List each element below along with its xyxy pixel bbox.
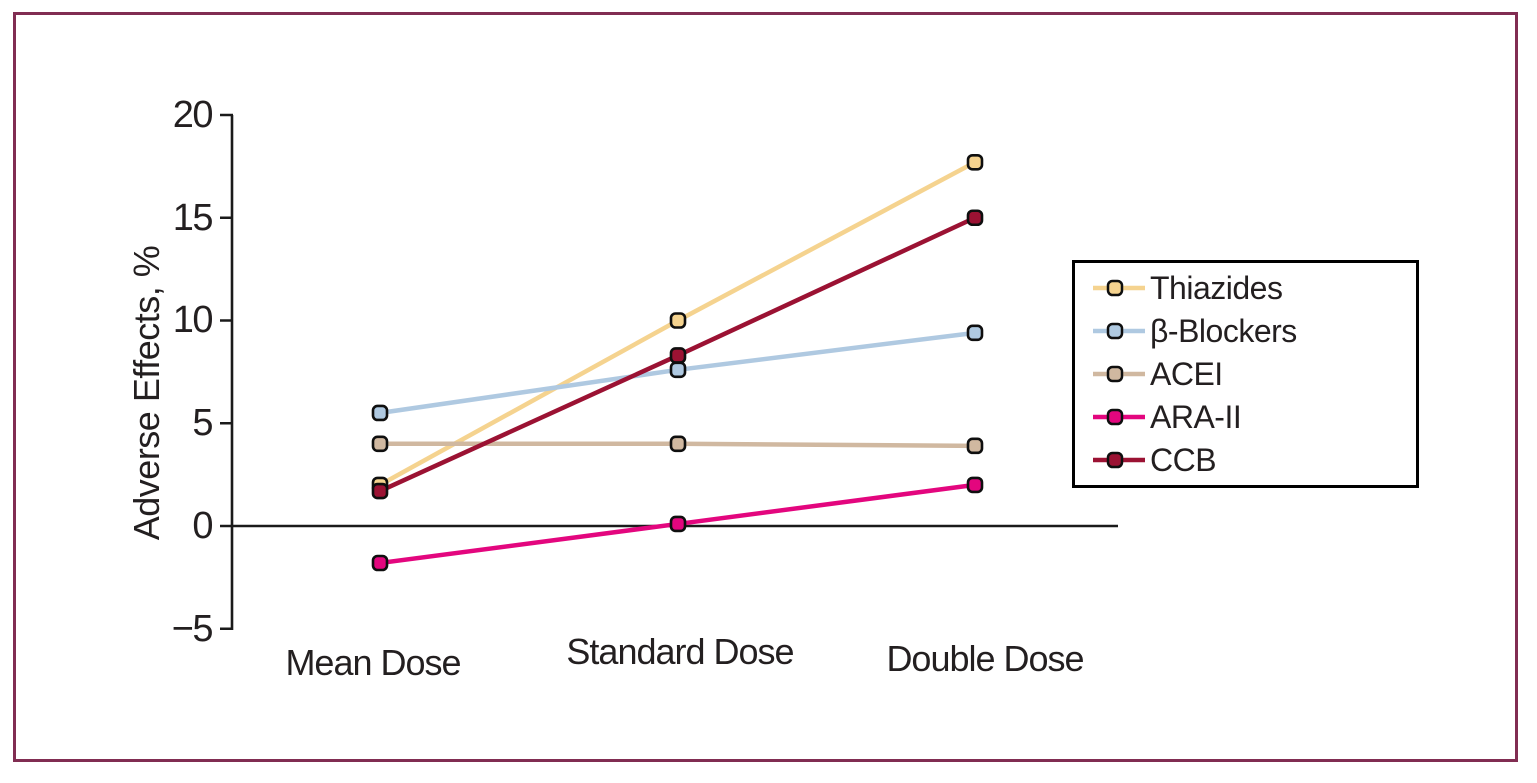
data-point-acei-standard-dose [669,435,687,453]
legend-label: ACEI [1150,356,1223,392]
data-point-ara-ii-standard-dose [669,515,687,533]
data-point-ccb-mean-dose [371,482,389,500]
data-point-ccb-standard-dose [669,347,687,364]
legend-label: ARA-II [1150,399,1242,435]
data-point-thiazides-standard-dose [669,312,687,329]
y-axis-title: Adverse Effects, % [126,245,167,541]
legend-swatch-ccb [1093,451,1145,469]
legend-swatch-ara-ii [1093,408,1145,426]
data-point-thiazides-double-dose [966,153,984,171]
legend-label: CCB [1150,442,1217,478]
legend-swatch-beta-blockers [1093,322,1145,340]
data-point-blockers-double-dose [966,324,984,342]
legend-box: Thiazides β-Blockers ACEI ARA-II CCB [1072,260,1419,488]
category-label-mean-dose: Mean Dose [285,642,461,683]
data-point-ara-ii-double-dose [966,476,984,494]
ytick-label-0: 0 [192,505,213,547]
legend-swatch-acei [1093,365,1145,383]
data-point-acei-mean-dose [371,435,389,453]
legend-item-ara-ii: ARA-II [1091,399,1416,435]
ytick-label-20: 20 [172,94,214,136]
ytick-label-neg5: −5 [171,608,214,650]
data-point-blockers-mean-dose [371,404,389,422]
legend-item-acei: ACEI [1091,356,1416,392]
legend-label: β-Blockers [1150,313,1297,349]
data-point-ara-ii-mean-dose [371,554,389,572]
category-label-double-dose: Double Dose [886,638,1084,679]
data-point-ccb-double-dose [966,209,984,227]
category-label-standard-dose: Standard Dose [566,631,794,672]
legend-swatch-thiazides [1093,279,1145,297]
legend-label: Thiazides [1150,270,1283,306]
ytick-label-15: 15 [172,197,214,239]
ytick-label-5: 5 [192,402,213,444]
data-point-acei-double-dose [966,437,984,455]
legend-item-beta-blockers: β-Blockers [1091,313,1416,349]
legend-item-ccb: CCB [1091,442,1416,478]
legend-item-thiazides: Thiazides [1091,270,1416,306]
data-point-blockers-standard-dose [669,361,687,379]
ytick-label-10: 10 [172,299,214,341]
y-axis [220,113,234,631]
